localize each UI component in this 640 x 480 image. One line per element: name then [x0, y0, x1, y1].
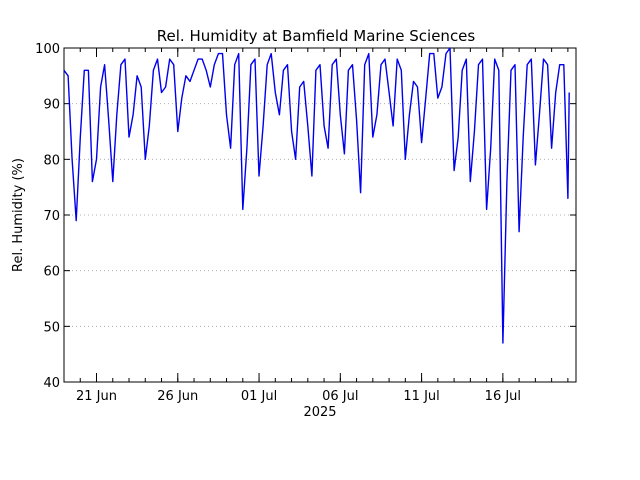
x-axis-label: 2025	[303, 405, 336, 420]
y-tick-label: 80	[43, 153, 60, 168]
x-tick-label: 11 Jul	[403, 389, 439, 404]
y-tick-label: 100	[35, 42, 60, 57]
grid-lines	[64, 103, 576, 327]
x-tick-label: 26 Jun	[157, 389, 198, 404]
y-axis-label: Rel. Humidity (%)	[11, 158, 26, 272]
y-tick-label: 90	[43, 98, 60, 113]
x-tick-label: 01 Jul	[241, 389, 277, 404]
x-axis-ticks: 21 Jun 26 Jun 01 Jul 06 Jul 11 Jul 16 Jul	[63, 48, 569, 404]
y-axis-ticks: 40 50 60 70 80 90 100	[35, 42, 576, 391]
x-tick-label: 16 Jul	[485, 389, 521, 404]
x-tick-label: 06 Jul	[322, 389, 358, 404]
y-tick-label: 70	[43, 209, 60, 224]
humidity-series-line	[63, 47, 570, 344]
y-tick-label: 40	[43, 376, 60, 391]
y-tick-label: 50	[43, 320, 60, 335]
y-tick-label: 60	[43, 265, 60, 280]
chart-title: Rel. Humidity at Bamfield Marine Science…	[157, 27, 476, 45]
x-tick-label: 21 Jun	[76, 389, 117, 404]
